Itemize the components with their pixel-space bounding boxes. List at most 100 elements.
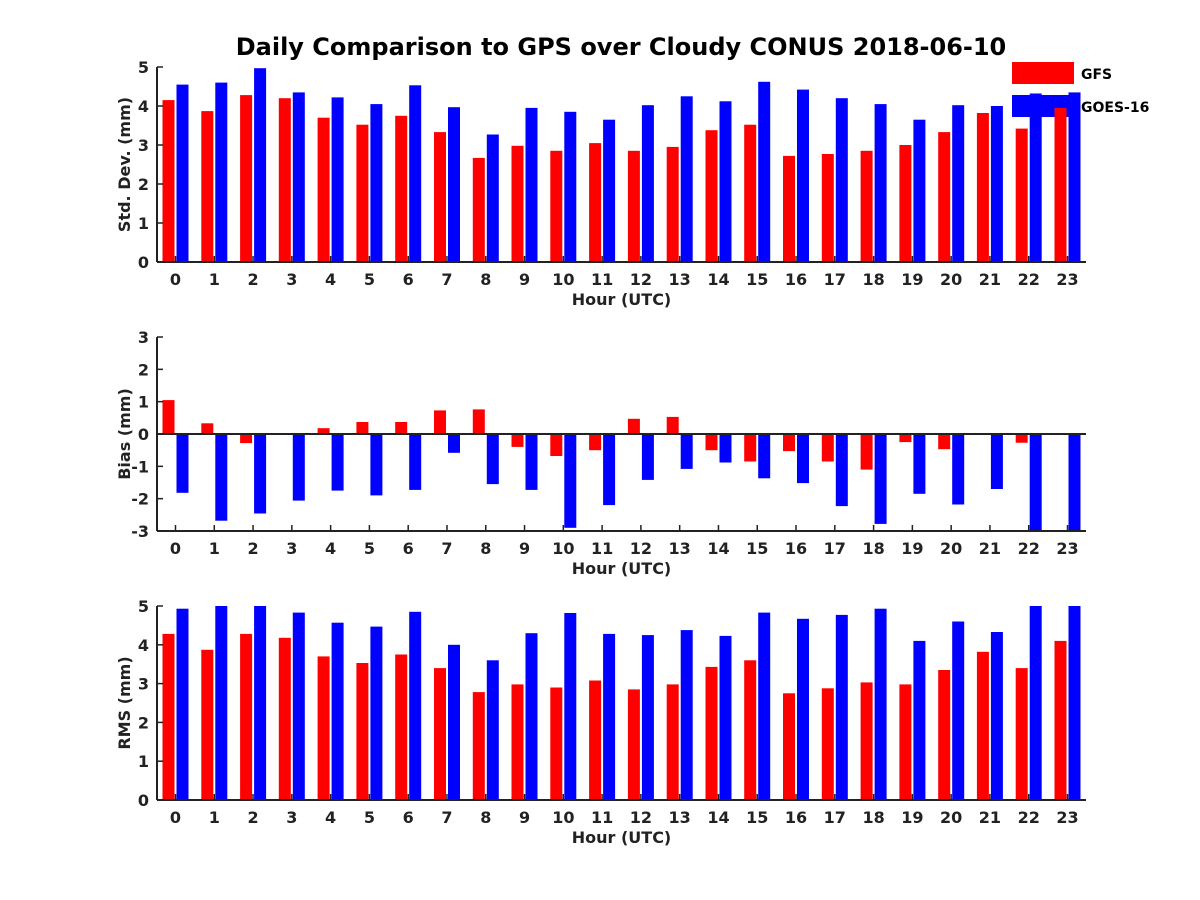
bar-goes16-hour-22 <box>1029 93 1042 262</box>
x-tick-label: 19 <box>901 270 923 289</box>
bar-goes16-hour-19 <box>913 640 926 800</box>
bar-gfs-hour-12 <box>627 150 640 262</box>
bar-goes16-hour-5 <box>370 434 383 496</box>
bar-gfs-hour-5 <box>356 124 369 262</box>
bar-goes16-hour-9 <box>525 633 538 800</box>
bar-goes16-hour-14 <box>719 434 732 463</box>
bar-goes16-hour-18 <box>874 104 887 262</box>
bar-goes16-hour-11 <box>603 434 616 506</box>
bar-goes16-hour-12 <box>641 635 654 800</box>
y-tick-label: 1 <box>138 214 149 233</box>
bar-gfs-hour-3 <box>278 637 291 800</box>
bar-gfs-hour-4 <box>317 428 330 434</box>
bar-gfs-hour-20 <box>938 132 951 262</box>
bar-goes16-hour-8 <box>486 434 499 485</box>
x-tick-label: 16 <box>785 808 807 827</box>
bar-gfs-hour-18 <box>860 150 873 262</box>
bar-goes16-hour-22 <box>1029 434 1042 531</box>
bar-gfs-hour-17 <box>821 688 834 800</box>
bar-goes16-hour-2 <box>254 606 267 800</box>
bar-gfs-hour-19 <box>899 434 912 443</box>
x-tick-label: 23 <box>1056 808 1078 827</box>
bar-goes16-hour-2 <box>254 68 267 262</box>
x-tick-label: 5 <box>364 270 375 289</box>
x-tick-label: 3 <box>286 539 297 558</box>
x-tick-label: 21 <box>979 808 1001 827</box>
x-tick-label: 15 <box>746 270 768 289</box>
bar-goes16-hour-21 <box>990 106 1003 262</box>
x-tick-label: 16 <box>785 539 807 558</box>
x-tick-label: 19 <box>901 539 923 558</box>
x-tick-label: 1 <box>209 270 220 289</box>
bar-gfs-hour-21 <box>976 113 989 262</box>
bar-goes16-hour-12 <box>641 105 654 262</box>
y-tick-label: 2 <box>138 175 149 194</box>
x-tick-label: 12 <box>630 270 652 289</box>
bar-gfs-hour-15 <box>744 434 757 462</box>
bar-gfs-hour-5 <box>356 663 369 800</box>
bar-goes16-hour-21 <box>990 434 1003 489</box>
bar-goes16-hour-6 <box>409 434 422 490</box>
bar-goes16-hour-10 <box>564 613 577 800</box>
bar-goes16-hour-6 <box>409 611 422 800</box>
bar-gfs-hour-0 <box>162 400 175 434</box>
bar-goes16-hour-9 <box>525 107 538 263</box>
bar-goes16-hour-8 <box>486 134 499 262</box>
bar-gfs-hour-20 <box>938 434 951 450</box>
x-tick-label: 11 <box>591 539 613 558</box>
bar-gfs-hour-17 <box>821 434 834 462</box>
x-tick-label: 7 <box>441 539 452 558</box>
bar-goes16-hour-5 <box>370 104 383 262</box>
bar-gfs-hour-22 <box>1015 668 1028 800</box>
x-tick-label: 4 <box>325 539 336 558</box>
x-tick-label: 23 <box>1056 539 1078 558</box>
bar-gfs-hour-12 <box>627 689 640 800</box>
y-tick-label: -3 <box>131 522 149 541</box>
bar-goes16-hour-13 <box>680 630 693 800</box>
bar-goes16-hour-14 <box>719 101 732 262</box>
y-tick-label: 1 <box>138 393 149 412</box>
x-tick-label: 12 <box>630 808 652 827</box>
bar-gfs-hour-13 <box>666 684 679 800</box>
bar-goes16-hour-9 <box>525 434 538 490</box>
x-tick-label: 18 <box>862 270 884 289</box>
bar-goes16-hour-17 <box>835 98 848 262</box>
x-tick-label: 2 <box>247 270 258 289</box>
bar-goes16-hour-7 <box>448 434 460 453</box>
y-tick-label: 0 <box>138 425 149 444</box>
bar-gfs-hour-2 <box>240 95 253 262</box>
bar-gfs-hour-6 <box>395 115 408 263</box>
y-axis-label: RMS (mm) <box>115 656 134 749</box>
bar-goes16-hour-10 <box>564 111 577 262</box>
bar-gfs-hour-9 <box>511 684 524 800</box>
bar-goes16-hour-15 <box>758 81 771 262</box>
x-tick-label: 9 <box>519 539 530 558</box>
bar-gfs-hour-6 <box>395 422 408 434</box>
bar-gfs-hour-23 <box>1054 107 1067 263</box>
bar-goes16-hour-12 <box>641 434 654 480</box>
bar-gfs-hour-8 <box>472 409 485 434</box>
bar-goes16-hour-23 <box>1068 434 1081 531</box>
x-tick-label: 18 <box>862 539 884 558</box>
x-tick-label: 2 <box>247 539 258 558</box>
bar-goes16-hour-1 <box>215 82 228 262</box>
bar-gfs-hour-11 <box>589 143 602 262</box>
x-tick-label: 20 <box>940 539 962 558</box>
bar-goes16-hour-20 <box>952 434 965 505</box>
bar-goes16-hour-0 <box>176 434 189 493</box>
bar-gfs-hour-21 <box>976 651 989 800</box>
bar-goes16-hour-17 <box>835 614 848 800</box>
x-tick-label: 13 <box>669 539 691 558</box>
x-tick-label: 5 <box>364 808 375 827</box>
bar-goes16-hour-18 <box>874 434 887 524</box>
y-axis-label: Std. Dev. (mm) <box>115 97 134 232</box>
y-tick-label: 5 <box>138 58 149 77</box>
bar-gfs-hour-17 <box>821 154 834 262</box>
bar-gfs-hour-10 <box>550 687 563 800</box>
bar-gfs-hour-14 <box>705 130 718 262</box>
x-tick-label: 6 <box>403 808 414 827</box>
bar-gfs-hour-9 <box>511 434 524 447</box>
x-tick-label: 20 <box>940 808 962 827</box>
bar-gfs-hour-14 <box>705 666 718 800</box>
